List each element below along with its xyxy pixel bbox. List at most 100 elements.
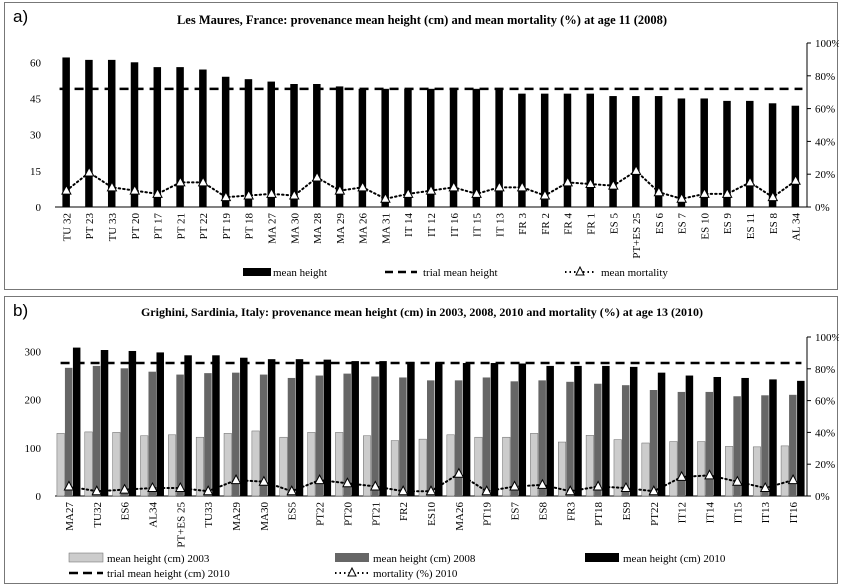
bar xyxy=(363,435,372,497)
bar xyxy=(752,446,761,497)
bar xyxy=(741,377,749,496)
bar xyxy=(586,93,595,207)
bar xyxy=(558,441,567,497)
mortality-point xyxy=(230,474,242,485)
bar xyxy=(232,372,240,496)
category-label: PT+ES 25 xyxy=(631,213,643,259)
mortality-point xyxy=(676,470,687,481)
mortality-point xyxy=(258,475,270,486)
mortality-point xyxy=(481,485,493,496)
mortality-point xyxy=(699,187,710,198)
mortality-point xyxy=(539,189,551,200)
mortality-point xyxy=(648,485,660,496)
mortality-point xyxy=(334,184,346,195)
mortality-point xyxy=(220,191,232,202)
category-label: PT 22 xyxy=(198,213,210,239)
category-label: IT12 xyxy=(677,502,689,523)
bar xyxy=(85,59,93,207)
category-label: PT22 xyxy=(315,502,327,526)
bar xyxy=(510,381,519,496)
chart-title: Les Maures, France: provenance mean heig… xyxy=(176,13,668,27)
bar xyxy=(290,84,298,207)
y-right-tick-label: 20% xyxy=(815,169,835,181)
mortality-point xyxy=(790,174,801,185)
legend-label: mean mortality xyxy=(601,267,668,279)
mortality-point xyxy=(342,477,353,488)
mortality-point xyxy=(286,485,298,496)
mortality-point xyxy=(562,176,574,187)
bar xyxy=(358,88,367,207)
chart-b-plot: 0 100 200 300 0% 20% 40% 60% 80% 100% MA27 TU32 ES6 A… xyxy=(25,332,840,580)
mortality-point xyxy=(585,177,596,189)
y-left-tick-label: 100 xyxy=(25,443,42,455)
bar xyxy=(761,395,769,496)
bar xyxy=(602,365,610,496)
y-right-tick-label: 0% xyxy=(815,202,830,214)
bar xyxy=(685,375,694,496)
bar xyxy=(654,96,663,207)
mortality-point xyxy=(653,186,665,197)
bar xyxy=(446,434,455,497)
y-right-tick-label: 0% xyxy=(815,491,830,503)
category-label: ES 8 xyxy=(768,213,780,235)
bar xyxy=(100,350,109,496)
category-label: ES8 xyxy=(537,502,549,521)
mortality-point xyxy=(314,474,325,485)
y-right-tick-label: 20% xyxy=(815,459,835,471)
mortality-point xyxy=(147,481,158,493)
bar xyxy=(267,359,276,496)
mortality-point xyxy=(494,181,505,192)
category-label: IT13 xyxy=(760,502,772,524)
bar xyxy=(407,362,415,496)
category-label: PT20 xyxy=(342,502,354,526)
legend-swatch-2008 xyxy=(335,553,369,562)
mortality-point xyxy=(759,481,771,493)
bar xyxy=(240,357,248,496)
category-label: PT 17 xyxy=(153,213,165,240)
mortality-point xyxy=(61,184,72,195)
bar xyxy=(746,100,754,207)
y-right-tick-label: 60% xyxy=(815,104,835,116)
mortality-point xyxy=(83,166,95,177)
mortality-point xyxy=(471,187,482,198)
category-label: ES 7 xyxy=(677,213,689,235)
mortality-point xyxy=(91,485,103,496)
mortality-point xyxy=(767,191,779,202)
category-label: MA 31 xyxy=(380,213,392,244)
mortality-point xyxy=(380,192,391,203)
bar xyxy=(195,436,204,497)
mortality-point xyxy=(620,481,632,493)
bar xyxy=(462,363,471,496)
category-label: TU33 xyxy=(203,502,215,528)
bar xyxy=(287,377,296,496)
category-label: IT 16 xyxy=(449,213,461,237)
bar xyxy=(566,381,574,496)
bar xyxy=(84,431,93,497)
bar xyxy=(343,373,351,496)
chart-panel-b: b) Grighini, Sardinia, Italy: provenance… xyxy=(4,296,840,584)
category-label: MA30 xyxy=(259,502,271,531)
bar xyxy=(381,88,389,207)
mortality-point xyxy=(129,184,141,195)
bar xyxy=(700,98,708,207)
bar xyxy=(621,385,630,496)
category-label: PT18 xyxy=(593,502,605,526)
bar xyxy=(563,93,572,207)
legend-swatch-2003 xyxy=(68,552,104,563)
y-right-tick-label: 80% xyxy=(815,71,835,83)
bar xyxy=(176,374,184,496)
category-label: FR3 xyxy=(565,502,577,521)
bar xyxy=(267,81,275,207)
legend-label: trial mean height xyxy=(423,267,498,279)
y-left-tick-label: 30 xyxy=(30,130,42,142)
bar xyxy=(112,432,121,497)
bar xyxy=(295,359,304,496)
bar xyxy=(585,435,594,497)
bar xyxy=(518,363,527,496)
bar xyxy=(107,59,116,207)
category-label: IT 12 xyxy=(426,213,438,237)
mortality-point xyxy=(744,176,756,187)
mortality-point xyxy=(592,480,604,491)
category-label: IT 13 xyxy=(494,213,506,237)
y-left-tick-label: 0 xyxy=(36,491,42,503)
